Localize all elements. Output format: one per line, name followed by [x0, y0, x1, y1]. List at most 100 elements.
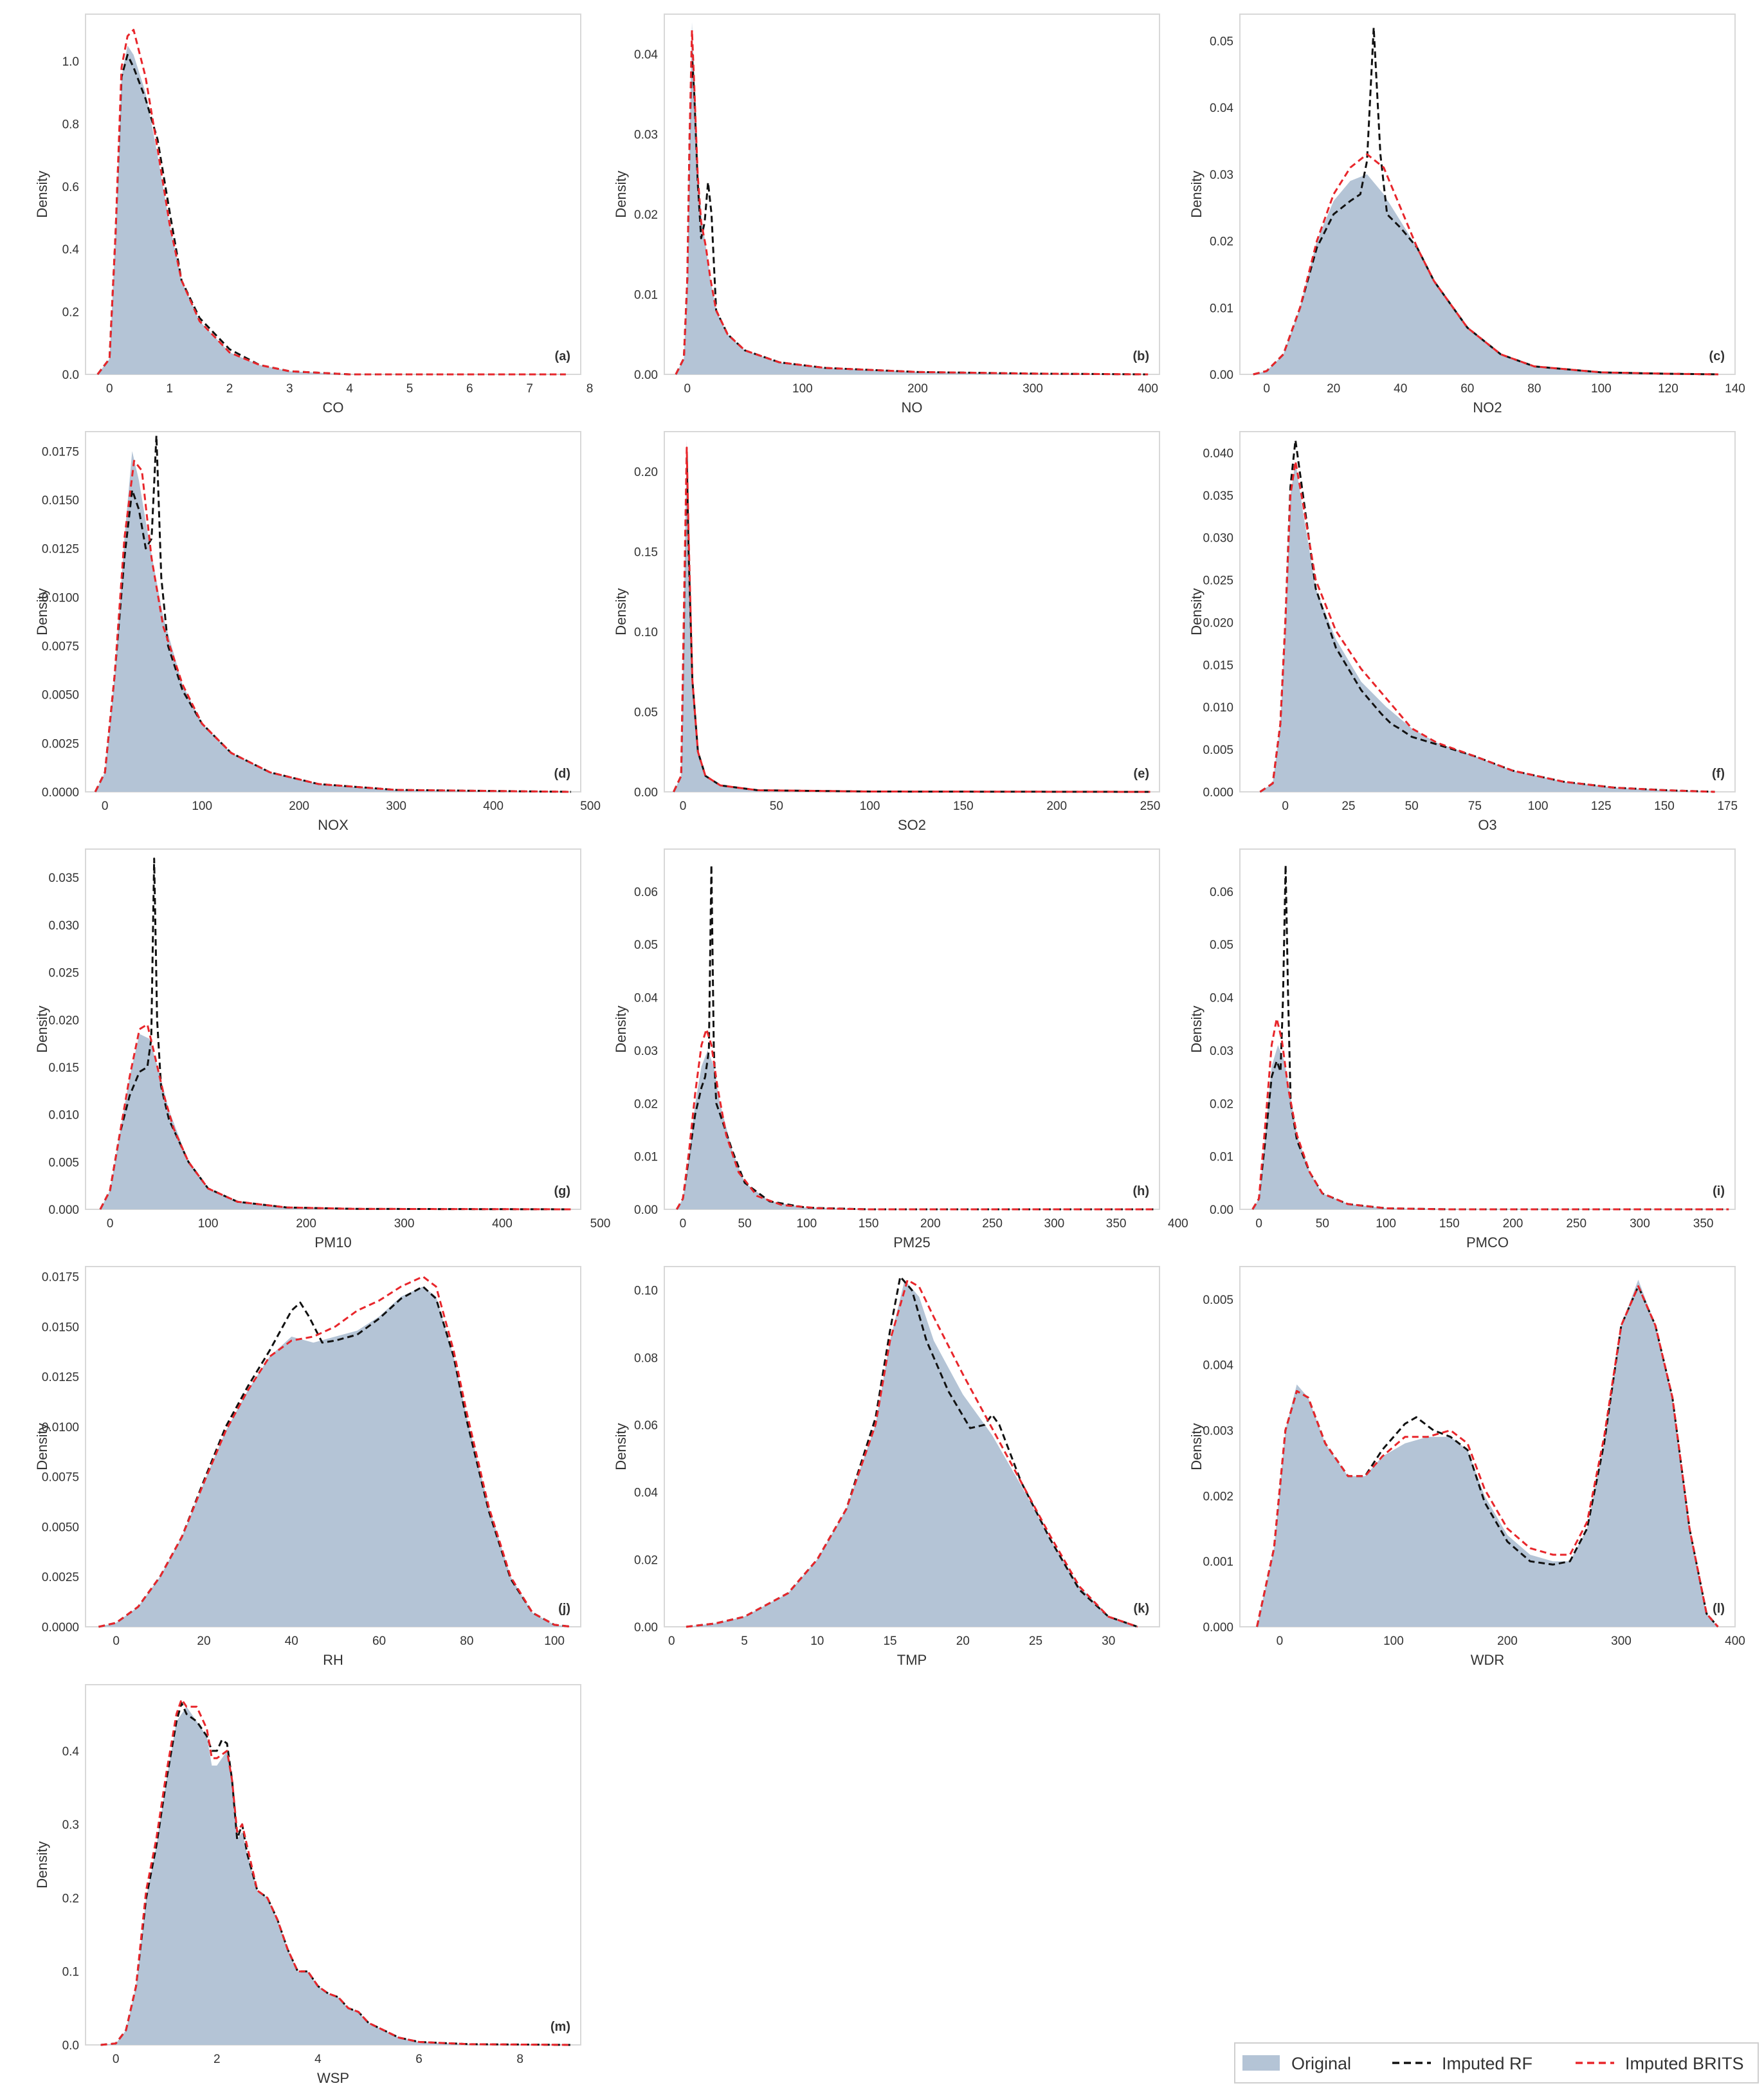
x-tick-label: 6 [466, 382, 473, 396]
panel-tag: (f) [1712, 767, 1725, 781]
x-axis-label: NO2 [1473, 399, 1502, 416]
x-tick-label: 15 [883, 1635, 896, 1648]
x-tick-label: 200 [296, 1217, 316, 1231]
subplot-wdr: 0 100 200 300 400 0.000 0.001 0.002 0.003 0.004 0.… [1188, 1266, 1745, 1668]
y-axis-label: Density [34, 588, 50, 635]
y-tick-label: 0.4 [62, 1745, 80, 1759]
y-tick-label: 0.005 [48, 1156, 79, 1169]
original-density-area [100, 1707, 571, 2045]
x-tick-label: 100 [1528, 800, 1549, 813]
legend-label-original: Original [1291, 2054, 1351, 2073]
x-tick-label: 300 [1023, 382, 1043, 396]
panel-tag: (k) [1134, 1602, 1149, 1616]
panel-tag: (c) [1709, 349, 1725, 363]
y-tick-label: 0.06 [634, 886, 658, 899]
x-axis-label: PM25 [893, 1234, 930, 1250]
panel-tag: (e) [1134, 767, 1149, 781]
y-tick-label: 0.3 [62, 1818, 79, 1832]
y-tick-label: 0.004 [1203, 1359, 1233, 1373]
y-tick-label: 0.025 [48, 967, 79, 980]
y-axis-label: Density [34, 1005, 50, 1052]
y-tick-label: 0.0025 [42, 1571, 79, 1584]
y-tick-label: 0.035 [48, 872, 79, 885]
y-tick-label: 0.01 [1210, 302, 1233, 315]
y-tick-label: 0.015 [1203, 659, 1233, 672]
x-tick-label: 80 [1527, 382, 1541, 396]
x-tick-label: 300 [1630, 1217, 1650, 1231]
x-axis-label: O3 [1478, 817, 1496, 833]
x-tick-label: 150 [1439, 1217, 1460, 1231]
y-axis-label: Density [613, 588, 629, 635]
y-tick-label: 0.040 [1203, 447, 1233, 461]
brits-density-line [94, 459, 571, 793]
x-tick-label: 0 [680, 800, 687, 813]
y-axis-label: Density [613, 1423, 629, 1470]
x-tick-label: 0 [102, 800, 109, 813]
legend-label-brits: Imputed BRITS [1625, 2054, 1744, 2073]
y-tick-label: 0.04 [634, 48, 658, 62]
panel-tag: (d) [554, 767, 570, 781]
x-tick-label: 100 [198, 1217, 219, 1231]
subplot-pm25: 0 50 100 150 200 250 300 350 400 0.00 0.01 0.02 0.03… [613, 848, 1188, 1250]
subplot-pm10: 0 100 200 300 400 500 0.000 0.005 0.010 0.015 0.02… [34, 848, 610, 1250]
x-tick-label: 20 [1327, 382, 1340, 396]
y-tick-label: 0.0175 [42, 445, 79, 459]
y-tick-label: 0.020 [1203, 616, 1233, 630]
x-tick-label: 60 [372, 1635, 386, 1648]
y-axis-label: Density [1188, 1005, 1205, 1052]
x-tick-label: 7 [526, 382, 533, 396]
x-tick-label: 0 [1282, 800, 1289, 813]
x-tick-label: 4 [346, 382, 353, 396]
y-tick-label: 0.05 [634, 939, 658, 952]
y-tick-label: 0.2 [62, 306, 79, 320]
x-axis-label: TMP [897, 1652, 927, 1668]
x-tick-label: 140 [1725, 382, 1745, 396]
y-tick-label: 0.02 [634, 1097, 658, 1111]
y-tick-label: 0.01 [1210, 1151, 1233, 1164]
brits-density-line [1256, 1285, 1719, 1627]
x-tick-label: 25 [1029, 1635, 1042, 1648]
y-axis-label: Density [613, 1005, 629, 1052]
x-tick-label: 125 [1591, 800, 1612, 813]
x-tick-label: 300 [394, 1217, 415, 1231]
x-tick-label: 400 [1138, 382, 1158, 396]
x-tick-label: 0 [107, 1217, 114, 1231]
x-tick-label: 8 [516, 2053, 523, 2066]
y-tick-label: 0.001 [1203, 1555, 1233, 1569]
x-axis-label: NOX [318, 817, 349, 833]
y-tick-label: 0.003 [1203, 1425, 1233, 1438]
y-tick-label: 0.00 [634, 1204, 658, 1217]
x-tick-label: 300 [1044, 1217, 1065, 1231]
original-density-area [100, 1034, 571, 1209]
y-tick-label: 0.005 [1203, 1294, 1233, 1307]
original-density-area [1260, 461, 1715, 792]
y-tick-label: 0.02 [634, 208, 658, 222]
brits-density-line [98, 1276, 572, 1628]
x-tick-label: 40 [1394, 382, 1407, 396]
y-tick-label: 0.10 [634, 626, 658, 639]
brits-density-line [675, 29, 1149, 376]
plot-frame [664, 14, 1160, 375]
x-tick-label: 0 [113, 1635, 120, 1648]
x-tick-label: 25 [1341, 800, 1355, 813]
x-tick-label: 350 [1693, 1217, 1714, 1231]
x-tick-label: 30 [1102, 1635, 1115, 1648]
y-tick-label: 0.04 [1210, 102, 1233, 115]
x-tick-label: 75 [1468, 800, 1482, 813]
y-tick-label: 0.05 [634, 706, 658, 720]
y-tick-label: 0.02 [634, 1553, 658, 1567]
y-tick-label: 0.08 [634, 1351, 658, 1365]
y-tick-label: 0.0050 [42, 689, 79, 702]
y-tick-label: 0.0 [62, 2039, 79, 2053]
y-tick-label: 0.0050 [42, 1521, 79, 1534]
y-tick-label: 0.000 [48, 1204, 79, 1217]
x-tick-label: 400 [492, 1217, 513, 1231]
subplot-nox: 0 100 200 300 400 500 0.0000 0.0025 0.0050 0.0075… [34, 431, 601, 833]
x-tick-label: 3 [286, 382, 293, 396]
x-tick-label: 200 [920, 1217, 941, 1231]
x-tick-label: 0 [1263, 382, 1270, 396]
x-tick-label: 200 [1497, 1635, 1518, 1648]
y-tick-label: 0.0 [62, 369, 79, 382]
y-tick-label: 0.8 [62, 118, 79, 131]
y-tick-label: 0.04 [634, 992, 658, 1005]
